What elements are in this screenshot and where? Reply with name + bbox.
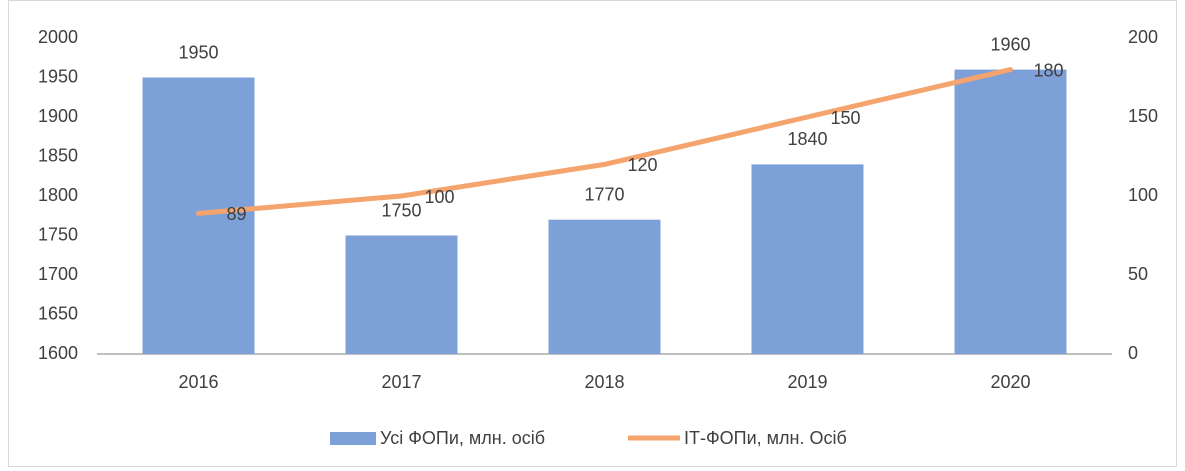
- y-tick-label: 1700: [38, 264, 78, 284]
- y-tick-label: 1800: [38, 185, 78, 205]
- bar: [751, 164, 864, 354]
- x-tick-label: 2017: [381, 372, 421, 392]
- legend-swatch: [330, 432, 376, 445]
- y2-tick-label: 200: [1128, 27, 1158, 47]
- x-tick-label: 2018: [584, 372, 624, 392]
- data-label: 1750: [381, 200, 421, 220]
- line: [196, 67, 1013, 216]
- y-tick-label: 1900: [38, 106, 78, 126]
- y-tick-label: 1850: [38, 145, 78, 165]
- bar: [548, 219, 661, 354]
- bar: [954, 69, 1067, 354]
- data-label: 120: [627, 155, 657, 175]
- y-tick-label: 1750: [38, 224, 78, 244]
- y-tick-label: 1650: [38, 303, 78, 323]
- data-label: 1960: [990, 34, 1030, 54]
- data-label: 1840: [787, 129, 827, 149]
- y2-tick-label: 150: [1128, 106, 1158, 126]
- y-tick-label: 2000: [38, 27, 78, 47]
- data-label: 100: [424, 187, 454, 207]
- data-label: 1770: [584, 184, 624, 204]
- y2-tick-label: 100: [1128, 185, 1158, 205]
- x-tick-label: 2019: [787, 372, 827, 392]
- y2-tick-label: 0: [1128, 343, 1138, 363]
- legend-label: ІТ-ФОПи, млн. Осіб: [684, 428, 847, 448]
- y-tick-label: 1950: [38, 66, 78, 86]
- y2-tick-label: 50: [1128, 264, 1148, 284]
- legend-label: Усі ФОПи, млн. осіб: [380, 428, 545, 448]
- bar: [345, 235, 458, 354]
- data-label: 150: [830, 108, 860, 128]
- x-tick-label: 2016: [178, 372, 218, 392]
- x-tick-label: 2020: [990, 372, 1030, 392]
- y-tick-label: 1600: [38, 343, 78, 363]
- data-label: 180: [1033, 60, 1063, 80]
- data-label: 1950: [178, 42, 218, 62]
- data-label: 89: [226, 204, 246, 224]
